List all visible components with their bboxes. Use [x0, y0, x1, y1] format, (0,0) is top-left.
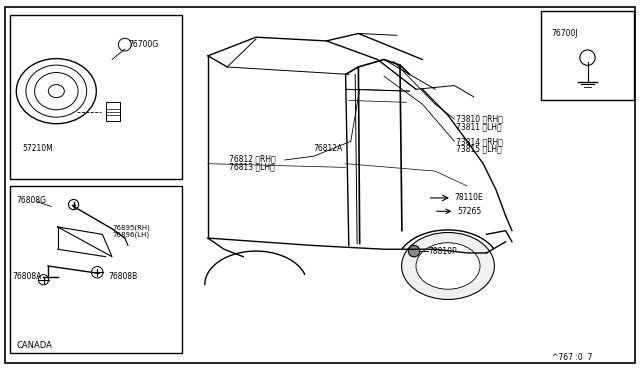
Text: 78110E: 78110E: [454, 193, 483, 202]
Text: 76813 〈LH〉: 76813 〈LH〉: [229, 162, 275, 171]
Text: 76808G: 76808G: [16, 196, 46, 205]
Text: 73814 〈RH〉: 73814 〈RH〉: [456, 137, 503, 146]
Ellipse shape: [402, 232, 494, 299]
Text: CANADA: CANADA: [16, 341, 52, 350]
Text: ^767 :0  7: ^767 :0 7: [552, 353, 592, 362]
Text: 73811 〈LH〉: 73811 〈LH〉: [456, 122, 502, 131]
Text: 76808A: 76808A: [13, 272, 42, 280]
Text: 76812 〈RH〉: 76812 〈RH〉: [229, 155, 276, 164]
Text: 76700J: 76700J: [552, 29, 579, 38]
Text: 73810 〈RH〉: 73810 〈RH〉: [456, 115, 503, 124]
Circle shape: [92, 267, 103, 278]
Text: 76895(RH): 76895(RH): [112, 225, 150, 231]
Circle shape: [408, 246, 420, 257]
Bar: [10, 186, 182, 353]
Text: 76700G: 76700G: [128, 40, 158, 49]
Text: 57210M: 57210M: [22, 144, 53, 153]
Bar: [10, 15, 182, 179]
Text: 76896(LH): 76896(LH): [112, 232, 149, 238]
Circle shape: [38, 275, 49, 285]
Text: 76808B: 76808B: [109, 272, 138, 280]
Text: 78810P: 78810P: [429, 247, 458, 256]
Bar: [541, 11, 634, 100]
Text: 76812A: 76812A: [314, 144, 343, 153]
Circle shape: [68, 199, 79, 210]
Ellipse shape: [416, 243, 480, 289]
Bar: [106, 102, 120, 121]
Text: 73815 〈LH〉: 73815 〈LH〉: [456, 144, 502, 153]
Text: 57265: 57265: [458, 207, 482, 216]
